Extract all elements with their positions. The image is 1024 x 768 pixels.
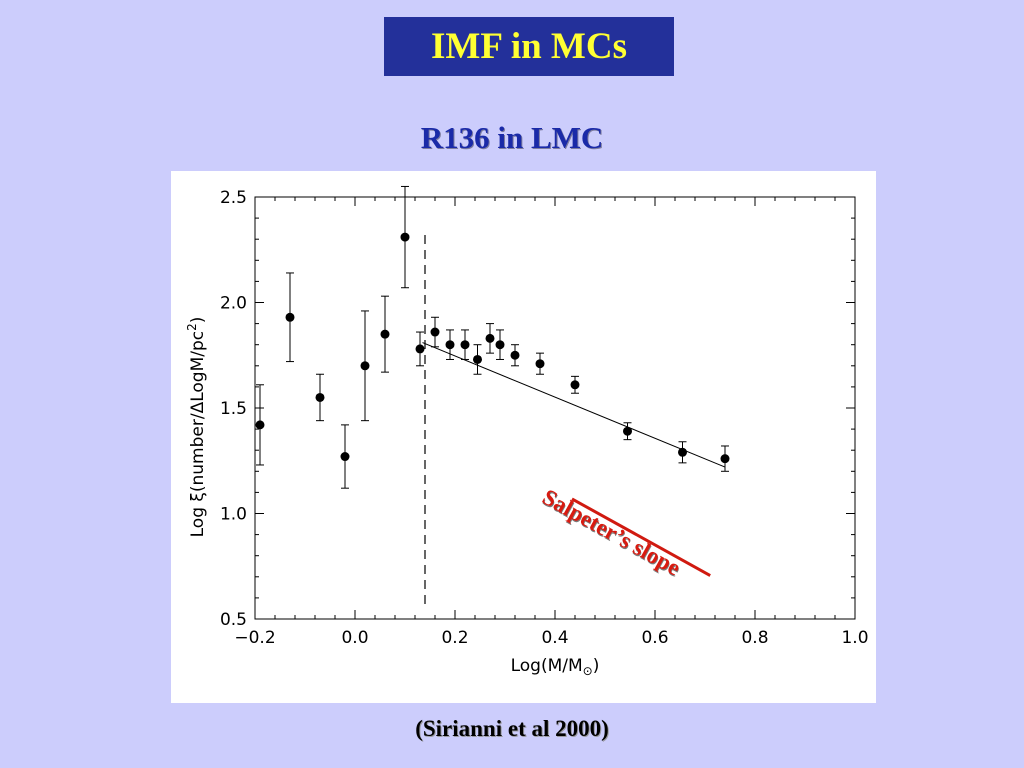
- imf-scatter-chart: −0.2 0.0 0.2 0.4 0.6 0.8 1.0 0.5 1.0 1.5 2.0 2.5 Lo…: [185, 185, 869, 678]
- data-point: [473, 354, 482, 364]
- y-tick-label: 2.5: [220, 188, 247, 208]
- citation: (Sirianni et al 2000): [415, 716, 609, 741]
- y-tick-label: 1.0: [220, 505, 247, 525]
- y-tick-label: 2.0: [220, 294, 247, 314]
- x-tick-label: 0.8: [741, 628, 768, 648]
- data-point: [400, 232, 410, 242]
- fit-line: [422, 342, 726, 468]
- x-tick-label: 0.6: [641, 628, 668, 648]
- data-point: [720, 454, 730, 464]
- data-point: [380, 329, 390, 339]
- data-point: [360, 361, 370, 371]
- y-tick-label: 1.5: [220, 399, 247, 419]
- y-tick-label: 0.5: [220, 610, 247, 630]
- data-point: [415, 344, 425, 354]
- chart-panel: −0.2 0.0 0.2 0.4 0.6 0.8 1.0 0.5 1.0 1.5 2.0 2.5 Lo…: [171, 171, 876, 703]
- data-point: [495, 340, 505, 350]
- data-point: [535, 359, 545, 369]
- data-point: [460, 340, 470, 350]
- x-tick-label: 1.0: [841, 628, 868, 648]
- data-point: [255, 420, 265, 430]
- data-point: [315, 392, 325, 402]
- data-point: [485, 333, 495, 343]
- data-point: [340, 452, 350, 462]
- data-point: [510, 350, 520, 360]
- data-point: [430, 327, 440, 337]
- x-axis-label: Log(M/M⊙): [511, 656, 600, 678]
- data-point: [678, 447, 687, 457]
- data-point: [285, 312, 295, 322]
- data-point: [570, 380, 580, 390]
- plot-frame: [254, 196, 856, 620]
- slide-subtitle: R136 in LMC: [420, 120, 604, 155]
- x-tick-label: 0.0: [341, 628, 368, 648]
- x-tick-label: −0.2: [234, 628, 275, 648]
- x-tick-label: 0.4: [541, 628, 568, 648]
- slide-title: IMF in MCs: [384, 17, 674, 76]
- x-tick-label: 0.2: [441, 628, 468, 648]
- data-point: [623, 426, 632, 436]
- y-axis-label: Log ξ(number/ΔLogM/pc2): [185, 317, 208, 538]
- data-point: [445, 340, 455, 350]
